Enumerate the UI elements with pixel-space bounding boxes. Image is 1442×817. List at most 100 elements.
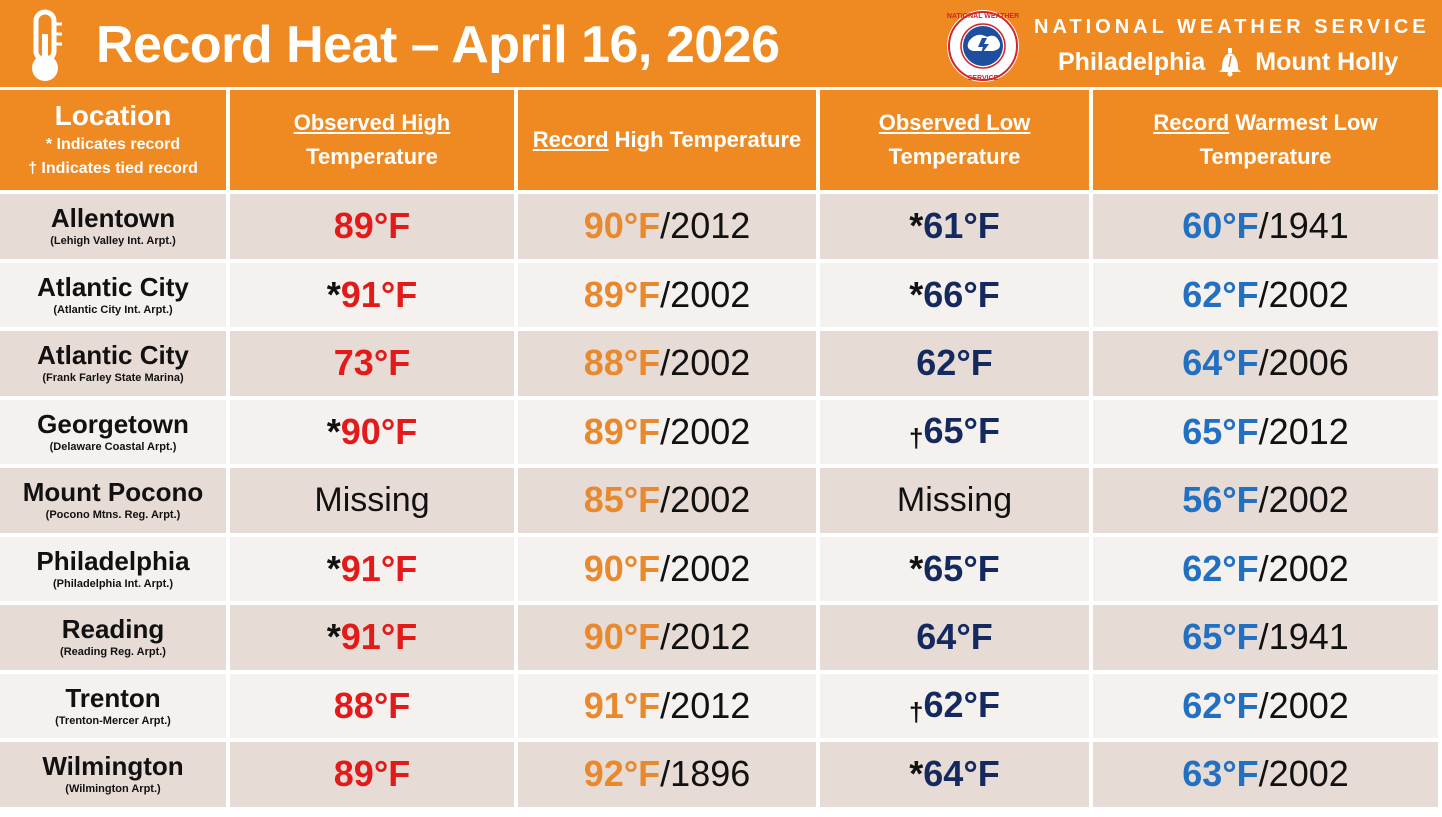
observed-low-cell: *66°F bbox=[820, 262, 1093, 331]
record-mark: † bbox=[909, 422, 924, 453]
location-station: (Frank Farley State Marina) bbox=[42, 372, 184, 385]
observed-high-value-wrap: *91°F bbox=[327, 616, 417, 658]
observed-high-value-wrap: 89°F bbox=[334, 753, 410, 795]
record-high-cell: 91°F/2012 bbox=[518, 673, 820, 742]
record-low-year: /2002 bbox=[1258, 753, 1349, 795]
observed-high-value: Missing bbox=[314, 480, 430, 519]
record-high-year: /2002 bbox=[660, 479, 751, 521]
record-low-value: 65°F bbox=[1182, 410, 1259, 452]
record-mark: * bbox=[326, 547, 341, 589]
location-station: (Pocono Mtns. Reg. Arpt.) bbox=[45, 509, 181, 522]
record-low-value: 62°F bbox=[1182, 273, 1259, 315]
location-cell: Wilmington (Wilmington Arpt.) bbox=[0, 742, 230, 811]
record-low-value-wrap: 63°F/2002 bbox=[1182, 753, 1349, 795]
header-record-low-u: Record bbox=[1153, 110, 1230, 135]
record-high-value: 90°F bbox=[583, 547, 661, 589]
observed-low-value: 65°F bbox=[923, 409, 1000, 451]
header-observed-high: Observed High Temperature bbox=[230, 90, 518, 194]
record-mark: * bbox=[909, 753, 924, 795]
header-record-high-rest: High Temperature bbox=[614, 127, 802, 152]
observed-low-value-wrap: 64°F bbox=[916, 616, 992, 658]
svg-text:NATIONAL WEATHER: NATIONAL WEATHER bbox=[947, 13, 1019, 20]
record-high-value-wrap: 88°F/2002 bbox=[584, 342, 751, 384]
observed-high-value: 91°F bbox=[340, 547, 418, 589]
record-high-value: 89°F bbox=[583, 273, 661, 315]
record-low-value: 64°F bbox=[1182, 342, 1259, 384]
observed-low-value: 61°F bbox=[923, 205, 1000, 247]
record-mark: * bbox=[909, 547, 924, 589]
title-banner: Record Heat – April 16, 2026 NATIONAL WE… bbox=[0, 0, 1442, 90]
header-record-low-line2: Temperature bbox=[1199, 144, 1332, 169]
observed-low-value: 62°F bbox=[923, 683, 1000, 725]
record-high-value-wrap: 90°F/2002 bbox=[584, 548, 751, 590]
observed-low-value: Missing bbox=[896, 480, 1013, 519]
record-high-cell: 90°F/2002 bbox=[518, 536, 820, 605]
observed-high-cell: *91°F bbox=[230, 536, 518, 605]
record-low-cell: 64°F/2006 bbox=[1093, 331, 1442, 400]
record-low-year: /2002 bbox=[1258, 547, 1349, 589]
observed-low-cell: †65°F bbox=[820, 399, 1093, 468]
record-high-value: 85°F bbox=[583, 479, 661, 521]
header-tied-note: † Indicates tied record bbox=[28, 160, 198, 177]
location-name: Wilmington bbox=[42, 751, 184, 782]
record-low-cell: 62°F/2002 bbox=[1093, 673, 1442, 742]
record-mark: * bbox=[909, 205, 924, 247]
observed-high-cell: 89°F bbox=[230, 742, 518, 811]
nws-logo-icon: NATIONAL WEATHER SERVICE bbox=[947, 10, 1019, 82]
header-location: Location * Indicates record † Indicates … bbox=[0, 90, 230, 194]
location-station: (Delaware Coastal Arpt.) bbox=[49, 440, 177, 453]
header-record-high-line: Record High Temperature bbox=[533, 123, 802, 157]
location-cell: Philadelphia (Philadelphia Int. Arpt.) bbox=[0, 536, 230, 605]
record-high-value-wrap: 85°F/2002 bbox=[584, 479, 751, 521]
record-low-cell: 60°F/1941 bbox=[1093, 194, 1442, 263]
observed-low-value-wrap: *61°F bbox=[909, 205, 999, 247]
record-high-value-wrap: 89°F/2002 bbox=[584, 411, 751, 453]
header-record-high: Record High Temperature bbox=[518, 90, 820, 194]
header-location-title: Location bbox=[54, 100, 172, 131]
observed-high-cell: *90°F bbox=[230, 399, 518, 468]
record-high-year: /2002 bbox=[660, 342, 751, 384]
agency-name: NATIONAL WEATHER SERVICE bbox=[1034, 16, 1430, 38]
observed-high-value: 88°F bbox=[333, 684, 411, 726]
record-high-cell: 90°F/2012 bbox=[518, 605, 820, 674]
svg-text:SERVICE: SERVICE bbox=[968, 75, 999, 82]
liberty-bell-icon bbox=[1219, 48, 1242, 77]
header-observed-high-line1: Observed High bbox=[293, 110, 451, 135]
record-high-cell: 88°F/2002 bbox=[518, 331, 820, 400]
record-mark: * bbox=[909, 273, 924, 315]
header-record-low: Record Warmest Low Temperature bbox=[1093, 90, 1442, 194]
observed-high-value: 91°F bbox=[340, 273, 418, 315]
record-low-value-wrap: 62°F/2002 bbox=[1182, 274, 1349, 316]
observed-high-value-wrap: 88°F bbox=[334, 685, 410, 727]
header-record-high-u: Record bbox=[532, 127, 609, 152]
record-low-year: /2002 bbox=[1258, 273, 1349, 315]
observed-high-cell: 88°F bbox=[230, 673, 518, 742]
record-low-value: 56°F bbox=[1182, 479, 1259, 521]
observed-high-cell: 73°F bbox=[230, 331, 518, 400]
observed-low-value: 66°F bbox=[923, 273, 1000, 315]
location-name: Atlantic City bbox=[37, 340, 189, 371]
observed-low-cell: *65°F bbox=[820, 536, 1093, 605]
record-low-cell: 63°F/2002 bbox=[1093, 742, 1442, 811]
record-high-year: /2002 bbox=[660, 547, 751, 589]
record-high-year: /1896 bbox=[660, 753, 751, 795]
observed-high-cell: *91°F bbox=[230, 605, 518, 674]
record-high-cell: 92°F/1896 bbox=[518, 742, 820, 811]
record-mark: † bbox=[909, 696, 924, 727]
location-cell: Trenton (Trenton-Mercer Arpt.) bbox=[0, 673, 230, 742]
observed-low-value-wrap: *64°F bbox=[909, 753, 999, 795]
office-right: Mount Holly bbox=[1255, 47, 1399, 76]
header-record-note: * Indicates record bbox=[45, 136, 181, 153]
location-name: Philadelphia bbox=[36, 545, 190, 576]
observed-low-value-wrap: 62°F bbox=[916, 342, 992, 384]
location-name: Reading bbox=[61, 614, 165, 645]
record-low-value: 62°F bbox=[1182, 684, 1259, 726]
location-cell: Georgetown (Delaware Coastal Arpt.) bbox=[0, 399, 230, 468]
record-mark: * bbox=[326, 616, 341, 658]
observed-high-value-wrap: *90°F bbox=[327, 411, 417, 453]
observed-high-cell: *91°F bbox=[230, 262, 518, 331]
record-high-cell: 90°F/2012 bbox=[518, 194, 820, 263]
record-high-cell: 85°F/2002 bbox=[518, 468, 820, 537]
observed-low-value: 64°F bbox=[916, 616, 993, 658]
location-station: (Atlantic City Int. Arpt.) bbox=[53, 303, 173, 316]
